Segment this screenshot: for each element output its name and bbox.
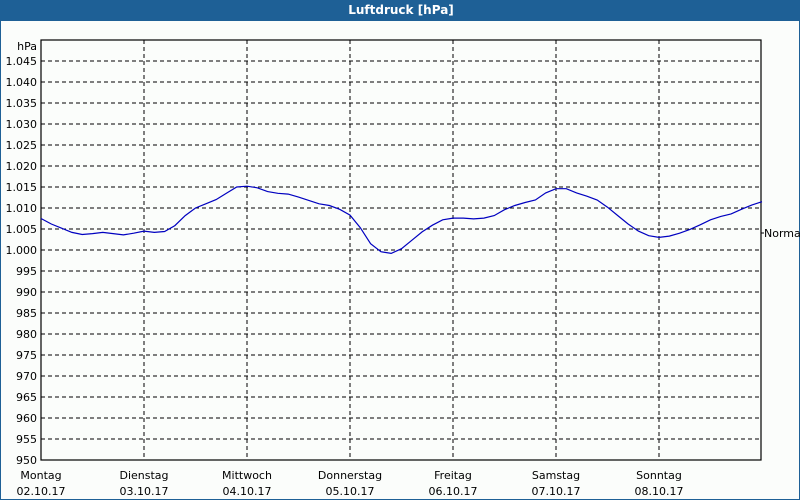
x-tick-date-label: 08.10.17	[635, 485, 684, 498]
x-tick-day-label: Donnerstag	[318, 469, 382, 482]
x-tick-day-label: Freitag	[434, 469, 472, 482]
y-axis-unit-label: hPa	[17, 40, 37, 53]
y-tick-label: 965	[16, 391, 37, 404]
x-tick-date-label: 05.10.17	[326, 485, 375, 498]
x-tick-day-label: Dienstag	[119, 469, 168, 482]
pressure-series-line	[40, 185, 763, 255]
x-tick-date-label: 04.10.17	[223, 485, 272, 498]
y-tick-label: 995	[16, 265, 37, 278]
y-tick-label: 1.020	[6, 160, 38, 173]
y-tick-label: 955	[16, 433, 37, 446]
y-tick-label: 975	[16, 349, 37, 362]
y-tick-label: 1.045	[6, 55, 38, 68]
y-tick-label: 1.040	[6, 76, 38, 89]
y-tick-label: 1.000	[6, 244, 38, 257]
y-tick-label: 1.030	[6, 118, 38, 131]
y-tick-label: 950	[16, 454, 37, 467]
x-tick-day-label: Samstag	[532, 469, 580, 482]
y-tick-label: 1.035	[6, 97, 38, 110]
y-tick-label: 985	[16, 307, 37, 320]
y-tick-label: 990	[16, 286, 37, 299]
y-tick-label: 980	[16, 328, 37, 341]
x-tick-day-label: Montag	[20, 469, 61, 482]
x-tick-day-label: Mittwoch	[222, 469, 272, 482]
y-tick-label: 1.025	[6, 139, 38, 152]
y-tick-label: 1.015	[6, 181, 38, 194]
y-tick-label: 970	[16, 370, 37, 383]
y-tick-label: 1.005	[6, 223, 38, 236]
chart-title: Luftdruck [hPa]	[1, 0, 800, 21]
x-tick-date-label: 02.10.17	[17, 485, 66, 498]
y-tick-label: 1.010	[6, 202, 38, 215]
x-tick-date-label: 06.10.17	[429, 485, 478, 498]
x-tick-day-label: Sonntag	[636, 469, 682, 482]
x-tick-date-label: 03.10.17	[120, 485, 169, 498]
y-tick-label: 960	[16, 412, 37, 425]
reference-label: Normal	[764, 227, 800, 240]
plot-frame	[40, 39, 762, 461]
x-tick-date-label: 07.10.17	[532, 485, 581, 498]
